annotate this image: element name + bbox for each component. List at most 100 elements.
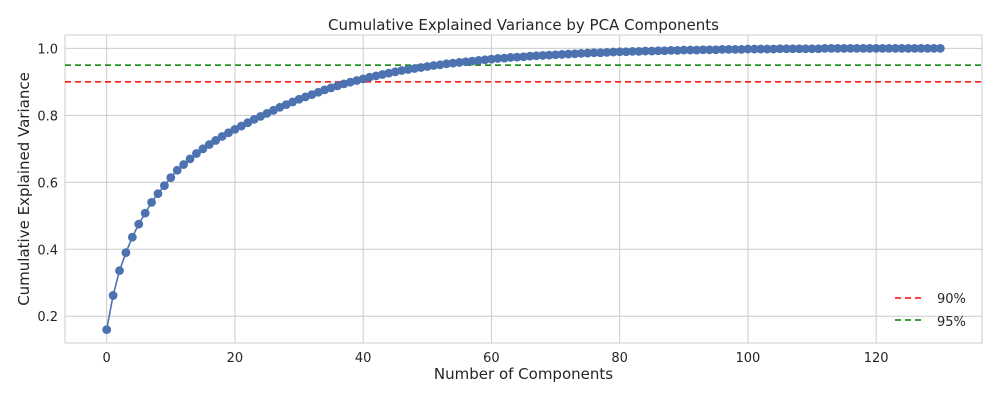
data-point xyxy=(756,44,766,54)
series-line xyxy=(105,47,941,330)
data-point xyxy=(705,45,714,55)
data-point xyxy=(717,45,727,54)
data-point xyxy=(730,45,740,54)
data-point xyxy=(538,51,548,60)
data-point xyxy=(884,43,894,53)
data-point xyxy=(108,291,118,300)
data-point xyxy=(769,44,778,54)
data-point xyxy=(211,136,221,145)
data-point xyxy=(737,45,746,54)
data-point xyxy=(185,154,195,164)
data-point xyxy=(204,140,214,149)
data-point xyxy=(596,48,605,58)
data-point xyxy=(871,43,881,53)
data-point xyxy=(743,44,753,54)
data-point xyxy=(467,56,477,66)
data-point xyxy=(852,43,862,53)
data-point xyxy=(820,43,830,53)
data-point xyxy=(531,51,541,61)
data-point xyxy=(749,44,759,54)
data-point xyxy=(179,160,189,169)
data-point xyxy=(923,43,932,53)
data-point xyxy=(724,45,734,54)
data-point xyxy=(198,144,208,154)
data-point xyxy=(692,45,702,55)
data-point xyxy=(454,58,464,67)
data-point xyxy=(102,325,112,335)
data-point xyxy=(858,43,868,53)
data-point xyxy=(519,52,528,62)
y-tick-label: 0.2 xyxy=(37,310,58,325)
data-point xyxy=(134,219,144,229)
data-point xyxy=(192,149,201,158)
reference-lines xyxy=(65,64,982,83)
data-point xyxy=(833,43,843,53)
data-point xyxy=(448,58,458,68)
data-point xyxy=(544,50,554,60)
data-point xyxy=(615,47,625,57)
grid xyxy=(65,35,982,343)
x-tick-label: 20 xyxy=(227,351,244,366)
y-tick-label: 0.8 xyxy=(37,109,58,124)
data-point xyxy=(621,47,631,57)
data-point xyxy=(878,43,887,53)
data-point xyxy=(814,44,823,54)
data-point xyxy=(807,44,817,54)
data-point xyxy=(512,52,522,62)
data-point xyxy=(634,47,644,56)
series-layer xyxy=(102,43,945,335)
data-point xyxy=(570,49,580,59)
y-tick-label: 0.4 xyxy=(37,243,58,258)
legend: 90% 95% xyxy=(895,292,966,330)
data-point xyxy=(660,46,669,56)
y-tick-label: 1.0 xyxy=(37,42,58,57)
data-point xyxy=(903,43,913,53)
data-point xyxy=(891,43,900,53)
x-tick-label: 80 xyxy=(611,351,628,366)
data-point xyxy=(583,48,593,58)
data-point xyxy=(506,53,516,62)
data-point xyxy=(916,43,926,53)
data-point xyxy=(788,44,798,54)
x-axis-label: Number of Components xyxy=(434,365,613,383)
data-point xyxy=(711,45,721,55)
data-point xyxy=(115,266,124,276)
data-point xyxy=(647,46,657,56)
data-point xyxy=(685,45,695,55)
data-point xyxy=(217,132,227,141)
y-axis-label: Cumulative Explained Variance xyxy=(15,72,33,306)
data-point xyxy=(563,49,573,59)
data-point xyxy=(153,189,163,199)
data-point xyxy=(474,56,484,65)
legend-label-95: 95% xyxy=(937,315,966,330)
data-point xyxy=(557,50,567,59)
x-tick-label: 40 xyxy=(355,351,372,366)
x-tick-label: 0 xyxy=(103,351,111,366)
x-tick-label: 120 xyxy=(864,351,889,366)
data-point xyxy=(172,165,182,175)
tick-labels: 0 20 40 60 80 100 120 0.2 0.4 0.6 0.8 1.0 xyxy=(37,42,888,366)
data-point xyxy=(910,43,920,53)
data-point xyxy=(698,45,708,55)
data-point xyxy=(551,50,560,60)
data-point xyxy=(140,208,150,218)
data-point xyxy=(673,46,682,55)
data-point xyxy=(794,44,804,54)
data-point xyxy=(666,46,676,55)
data-point xyxy=(442,59,451,69)
data-point xyxy=(679,45,689,55)
data-point xyxy=(801,44,811,54)
data-point xyxy=(499,53,509,63)
data-point xyxy=(487,54,496,64)
data-point xyxy=(782,44,791,54)
data-point xyxy=(525,51,535,61)
y-tick-label: 0.6 xyxy=(37,176,58,191)
data-point xyxy=(602,48,612,57)
data-point xyxy=(589,48,599,58)
data-point xyxy=(846,43,855,53)
data-point xyxy=(762,44,772,54)
data-point xyxy=(897,43,907,53)
data-point xyxy=(429,61,439,70)
data-point xyxy=(166,173,176,183)
